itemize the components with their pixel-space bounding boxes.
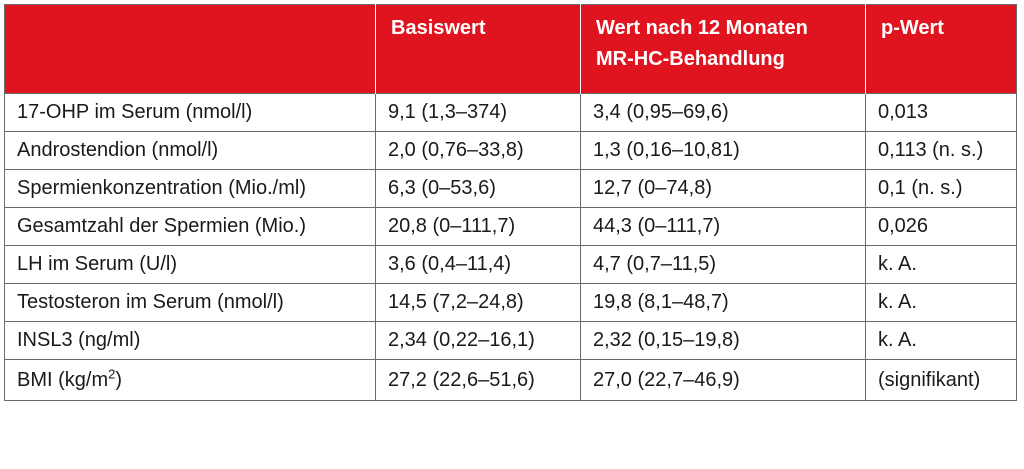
p-value: k. A. [865, 283, 1017, 322]
after-value: 4,7 (0,7–11,5) [580, 245, 866, 284]
basis-value: 3,6 (0,4–11,4) [375, 245, 581, 284]
table-row: Gesamtzahl der Spermien (Mio.) 20,8 (0–1… [4, 207, 1017, 246]
p-value: k. A. [865, 245, 1017, 284]
row-label: Gesamtzahl der Spermien (Mio.) [4, 207, 376, 246]
row-label: Testosteron im Serum (nmol/l) [4, 283, 376, 322]
basis-value: 9,1 (1,3–374) [375, 93, 581, 132]
after-value: 3,4 (0,95–69,6) [580, 93, 866, 132]
row-label: 17-OHP im Serum (nmol/l) [4, 93, 376, 132]
basis-value: 2,34 (0,22–16,1) [375, 321, 581, 360]
table-row: Androstendion (nmol/l) 2,0 (0,76–33,8) 1… [4, 131, 1017, 170]
after-value: 27,0 (22,7–46,9) [580, 359, 866, 401]
basis-value: 6,3 (0–53,6) [375, 169, 581, 208]
after-value: 1,3 (0,16–10,81) [580, 131, 866, 170]
header-cell-after-12-months: Wert nach 12 Monaten MR-HC-Behandlung [580, 4, 866, 94]
after-value: 12,7 (0–74,8) [580, 169, 866, 208]
after-value: 19,8 (8,1–48,7) [580, 283, 866, 322]
table-row: 17-OHP im Serum (nmol/l) 9,1 (1,3–374) 3… [4, 93, 1017, 132]
row-label: Androstendion (nmol/l) [4, 131, 376, 170]
p-value: 0,013 [865, 93, 1017, 132]
basis-value: 14,5 (7,2–24,8) [375, 283, 581, 322]
p-value: 0,1 (n. s.) [865, 169, 1017, 208]
row-label: BMI (kg/m2) [4, 359, 376, 401]
header-cell-label [4, 4, 376, 94]
p-value: k. A. [865, 321, 1017, 360]
header-cell-basiswert: Basiswert [375, 4, 581, 94]
row-label-main: BMI (kg/m [17, 368, 109, 391]
header-line-2: MR-HC-Behandlung [596, 48, 785, 70]
header-line-1: Wert nach 12 Monaten [596, 17, 808, 39]
basis-value: 27,2 (22,6–51,6) [375, 359, 581, 401]
after-value: 44,3 (0–111,7) [580, 207, 866, 246]
basis-value: 20,8 (0–111,7) [375, 207, 581, 246]
table-header-row: Basiswert Wert nach 12 Monaten MR-HC-Beh… [4, 4, 1017, 94]
row-label-superscript: 2 [108, 365, 116, 381]
results-table: Basiswert Wert nach 12 Monaten MR-HC-Beh… [4, 4, 1017, 401]
table-row: Testosteron im Serum (nmol/l) 14,5 (7,2–… [4, 283, 1017, 322]
after-value: 2,32 (0,15–19,8) [580, 321, 866, 360]
row-label-end: ) [115, 368, 123, 391]
p-value: (signifikant) [865, 359, 1017, 401]
header-cell-p-wert: p-Wert [865, 4, 1017, 94]
p-value: 0,113 (n. s.) [865, 131, 1017, 170]
p-value: 0,026 [865, 207, 1017, 246]
basis-value: 2,0 (0,76–33,8) [375, 131, 581, 170]
table-row: Spermienkonzentration (Mio./ml) 6,3 (0–5… [4, 169, 1017, 208]
results-table-container: Basiswert Wert nach 12 Monaten MR-HC-Beh… [4, 4, 1017, 401]
table-row: INSL3 (ng/ml) 2,34 (0,22–16,1) 2,32 (0,1… [4, 321, 1017, 360]
table-row: BMI (kg/m2) 27,2 (22,6–51,6) 27,0 (22,7–… [4, 359, 1017, 401]
table-row: LH im Serum (U/l) 3,6 (0,4–11,4) 4,7 (0,… [4, 245, 1017, 284]
row-label: Spermienkonzentration (Mio./ml) [4, 169, 376, 208]
row-label: LH im Serum (U/l) [4, 245, 376, 284]
row-label: INSL3 (ng/ml) [4, 321, 376, 360]
